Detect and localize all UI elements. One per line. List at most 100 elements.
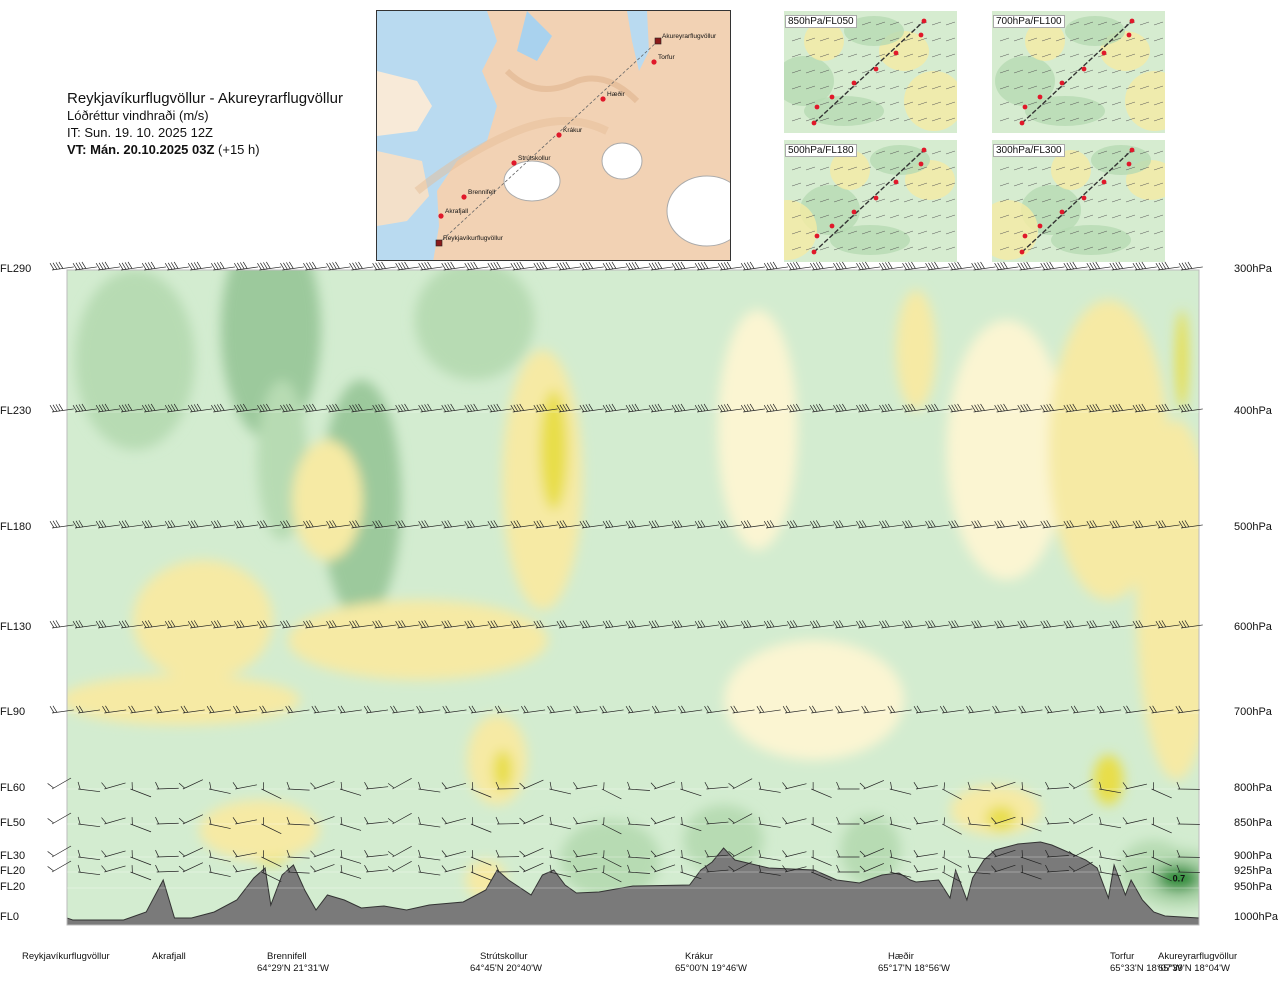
panel-barb [945, 53, 956, 58]
wind-barb [101, 865, 126, 873]
wind-barb [625, 705, 650, 714]
wind-barb [101, 850, 126, 858]
panel-barb [805, 85, 816, 90]
panel-barb [833, 117, 844, 122]
wind-barb [310, 864, 335, 873]
panel-barb [931, 69, 942, 74]
wind-barb [856, 620, 881, 629]
wind-barb [549, 781, 572, 795]
panel-barb [917, 101, 928, 106]
panel-barb [1125, 198, 1136, 203]
fl-label: FL90 [0, 706, 26, 718]
panel-barb [945, 182, 956, 187]
wind-barb [1176, 816, 1200, 825]
panel-waypoint [918, 32, 924, 38]
wind-barb [704, 849, 729, 858]
panel-barb [1111, 69, 1122, 74]
panel-barb [999, 166, 1010, 171]
panel-barb [889, 85, 900, 90]
location-name: Krákur [685, 951, 713, 962]
wind-barb [72, 403, 97, 413]
wind-barb [579, 261, 604, 271]
wind-barb [178, 814, 203, 825]
wind-barb [1020, 817, 1042, 832]
wind-barb [1068, 861, 1093, 873]
wind-barb [948, 261, 973, 271]
wind-barb [495, 781, 520, 790]
wind-barb [549, 816, 572, 830]
panel-waypoint [893, 179, 899, 185]
panel-barb [999, 230, 1010, 235]
wind-barb [942, 865, 962, 883]
panel-barb [931, 198, 942, 203]
wind-barb [925, 261, 950, 271]
hpa-label: 300hPa [1234, 263, 1272, 275]
panel-850: 850hPa/FL050 [784, 11, 957, 133]
panel-barb [1097, 166, 1108, 171]
wind-barb [1017, 520, 1042, 529]
panel-barb [861, 166, 872, 171]
wind-barb [1178, 261, 1203, 271]
panel-barb [875, 230, 886, 235]
panel-barb [1083, 53, 1094, 58]
wind-barb [836, 864, 860, 873]
wind-barb [678, 705, 703, 714]
wind-barb [326, 261, 351, 271]
panel-barb [1055, 53, 1066, 58]
panel-barb [1055, 69, 1066, 74]
wind-barb [625, 620, 650, 629]
wind-barb [441, 782, 467, 790]
panel-barb [1111, 150, 1122, 155]
wind-barb [948, 620, 973, 629]
terrain-profile [67, 841, 1199, 925]
wind-barb [579, 520, 604, 529]
panel-barb [945, 150, 956, 155]
wind-barb [704, 781, 729, 790]
shade-cell [896, 290, 936, 410]
map-point-label: Strútskollur [518, 155, 551, 162]
wind-barb [77, 781, 101, 793]
wind-barb [303, 620, 328, 629]
wind-barb [836, 816, 860, 825]
wind-barb [141, 403, 167, 413]
wind-barb [1151, 782, 1172, 799]
panel-barb [1055, 246, 1066, 251]
panel-barb [999, 69, 1010, 74]
panel-barb [847, 198, 858, 203]
wind-barb [1040, 403, 1065, 413]
fl-label: FL290 [0, 263, 32, 275]
panel-barb [1069, 53, 1080, 58]
waypoint-marker [600, 96, 606, 102]
panel-barb [1139, 21, 1150, 26]
wind-barb [349, 261, 374, 271]
wind-barb [418, 849, 441, 861]
panel-barb [1111, 53, 1122, 58]
location-coord: 65°00'N 19°46'W [675, 963, 747, 974]
wind-barb [994, 403, 1019, 413]
wind-barb [418, 864, 441, 876]
panel-500-map [784, 140, 957, 262]
panel-barb [847, 182, 858, 187]
wind-barb [154, 705, 179, 714]
wind-barb [859, 863, 884, 873]
panel-barb [903, 85, 914, 90]
wind-barb [464, 620, 489, 629]
wind-barb [130, 850, 152, 866]
wind-barb [521, 705, 546, 714]
wind-barb [1086, 403, 1111, 413]
wind-barb [1018, 705, 1043, 714]
wind-barb [1132, 403, 1157, 413]
panel-barb [875, 246, 886, 251]
wind-barb [971, 261, 996, 271]
panel-barb [1139, 37, 1150, 42]
panel-waypoint [1022, 104, 1028, 110]
wind-barb [833, 261, 858, 271]
panel-barb [791, 230, 802, 235]
wind-barb [390, 705, 415, 714]
wind-barb [671, 620, 696, 629]
panel-barb [903, 214, 914, 219]
panel-barb [917, 182, 928, 187]
shade-cell [840, 815, 901, 885]
panel-barb [805, 37, 816, 42]
shade-cell [287, 600, 548, 680]
